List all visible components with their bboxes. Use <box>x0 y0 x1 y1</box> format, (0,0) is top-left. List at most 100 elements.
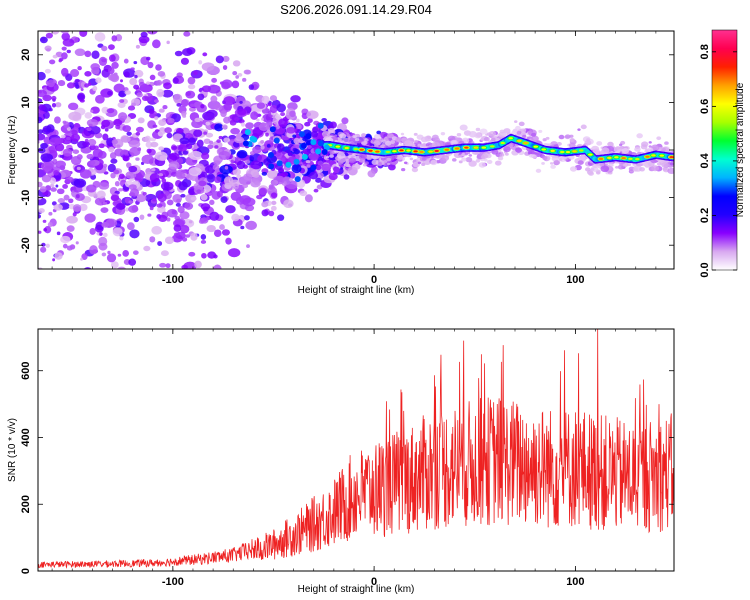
spectrogram-cell <box>188 251 196 257</box>
spectrogram-cell <box>483 136 490 142</box>
spectrogram-cell <box>468 154 473 157</box>
spectrogram-cell <box>79 99 85 103</box>
spectrogram-cell <box>366 155 373 161</box>
spectrogram-cell <box>171 171 178 177</box>
spectrogram-cell <box>89 245 98 255</box>
spectrogram-cell <box>647 147 654 153</box>
spectrogram-cell <box>258 187 268 196</box>
spectrogram-cell <box>46 124 55 133</box>
snr-ylabel: SNR (10 * v/v) <box>7 418 18 482</box>
spectrogram-cell <box>185 90 196 99</box>
y-tick-label: 600 <box>20 362 32 380</box>
spectrogram-cell <box>307 144 312 149</box>
spectrogram-cell <box>358 153 368 160</box>
spectrogram-cell <box>181 264 188 269</box>
spectrogram-cell <box>181 99 189 107</box>
spectrogram-cell <box>579 149 584 152</box>
spectrogram-cell <box>135 126 144 133</box>
spectrogram-cell <box>75 241 79 245</box>
spectrogram-cell <box>260 139 265 144</box>
colorbar-tick-label: 0.2 <box>699 208 711 223</box>
spectrogram-cell <box>108 44 115 51</box>
spectrogram-cell <box>491 137 496 142</box>
spectrogram-cell <box>275 113 281 120</box>
spectrogram-cell <box>40 153 53 163</box>
spectrogram-cell <box>389 140 396 145</box>
spectrogram-cell <box>172 194 183 203</box>
spectrogram-cell <box>317 122 324 129</box>
spectrogram-cell <box>374 138 383 146</box>
spectrogram-cell <box>193 129 203 137</box>
spectrogram-cell <box>304 121 311 127</box>
spectrogram-cell <box>343 174 350 180</box>
y-tick-label: 200 <box>20 495 32 513</box>
spectrogram-cell <box>516 130 522 135</box>
spectrogram-cell <box>615 165 619 169</box>
spectrogram-cell <box>72 149 80 154</box>
spectrogram-cell <box>152 198 157 202</box>
spectrogram-cell <box>522 134 527 138</box>
spectrogram-cell <box>248 84 255 90</box>
spectrogram-cell <box>435 154 441 159</box>
spectrogram-cell <box>315 164 322 171</box>
spectrogram-cell <box>157 241 163 246</box>
spectrogram-cell <box>304 194 313 203</box>
spectrogram-cell <box>214 123 224 132</box>
spectrogram-cell <box>133 84 140 90</box>
spectrogram-cell <box>289 110 296 118</box>
spectrogram-cell <box>614 156 619 159</box>
spectrogram-cell <box>48 211 53 216</box>
spectrogram-cell <box>71 129 78 135</box>
spectrogram-cell <box>110 172 116 179</box>
spectrogram-cell <box>151 168 156 172</box>
spectrogram-cell <box>170 26 177 31</box>
spectrogram-cell <box>84 213 96 223</box>
spectrogram-cell <box>141 154 154 164</box>
spectrogram-cell <box>159 262 167 268</box>
spectrogram-cell <box>214 103 223 111</box>
spectrogram-cell <box>298 131 305 138</box>
spectrogram-cell <box>276 160 283 167</box>
spectrogram-cell <box>68 198 74 204</box>
spectrogram-cell <box>229 179 240 187</box>
spectrogram-cell <box>305 133 312 140</box>
spectrogram-cell <box>128 184 137 190</box>
spectrogram-cell <box>413 150 418 153</box>
spectrogram-cell <box>231 213 240 222</box>
spectrogram-cell <box>110 194 120 202</box>
spectrogram-cell <box>97 150 107 159</box>
spectrogram-cell <box>173 224 182 232</box>
spectrogram-cell <box>542 138 547 142</box>
spectrogram-cell <box>317 156 324 162</box>
spectrogram-cell <box>346 163 351 167</box>
spectrogram-cell <box>117 266 127 269</box>
spectrogram-cell <box>473 146 479 149</box>
spectrogram-cell <box>256 102 266 109</box>
spectrogram-cell <box>329 154 334 158</box>
spectrogram-cell <box>401 168 406 172</box>
spectrogram-cell <box>274 150 289 161</box>
spectrogram-cell <box>110 73 120 83</box>
spectrogram-cell <box>291 163 302 174</box>
spectrogram-cell <box>114 119 121 125</box>
spectrogram-cell <box>334 139 338 143</box>
spectrogram-cell <box>414 139 418 143</box>
spectrogram-cell <box>329 150 335 155</box>
spectrogram-cell <box>92 85 98 92</box>
spectrogram-cell <box>596 141 603 146</box>
spectrogram-marks <box>38 26 674 269</box>
spectrogram-cell <box>124 90 131 95</box>
spectrogram-cell <box>458 160 463 164</box>
spectrogram-cell <box>309 171 319 180</box>
y-tick-label: -10 <box>20 190 32 206</box>
spectrogram-cell <box>651 154 656 157</box>
spectrogram-cell <box>329 172 334 176</box>
spectrogram-cell <box>201 152 210 160</box>
spectrogram-cell <box>117 101 126 109</box>
spectrogram-cell <box>175 202 181 207</box>
spectrogram-cell <box>74 78 80 83</box>
spectrogram-cell <box>289 177 293 182</box>
spectrogram-cell <box>127 105 136 111</box>
